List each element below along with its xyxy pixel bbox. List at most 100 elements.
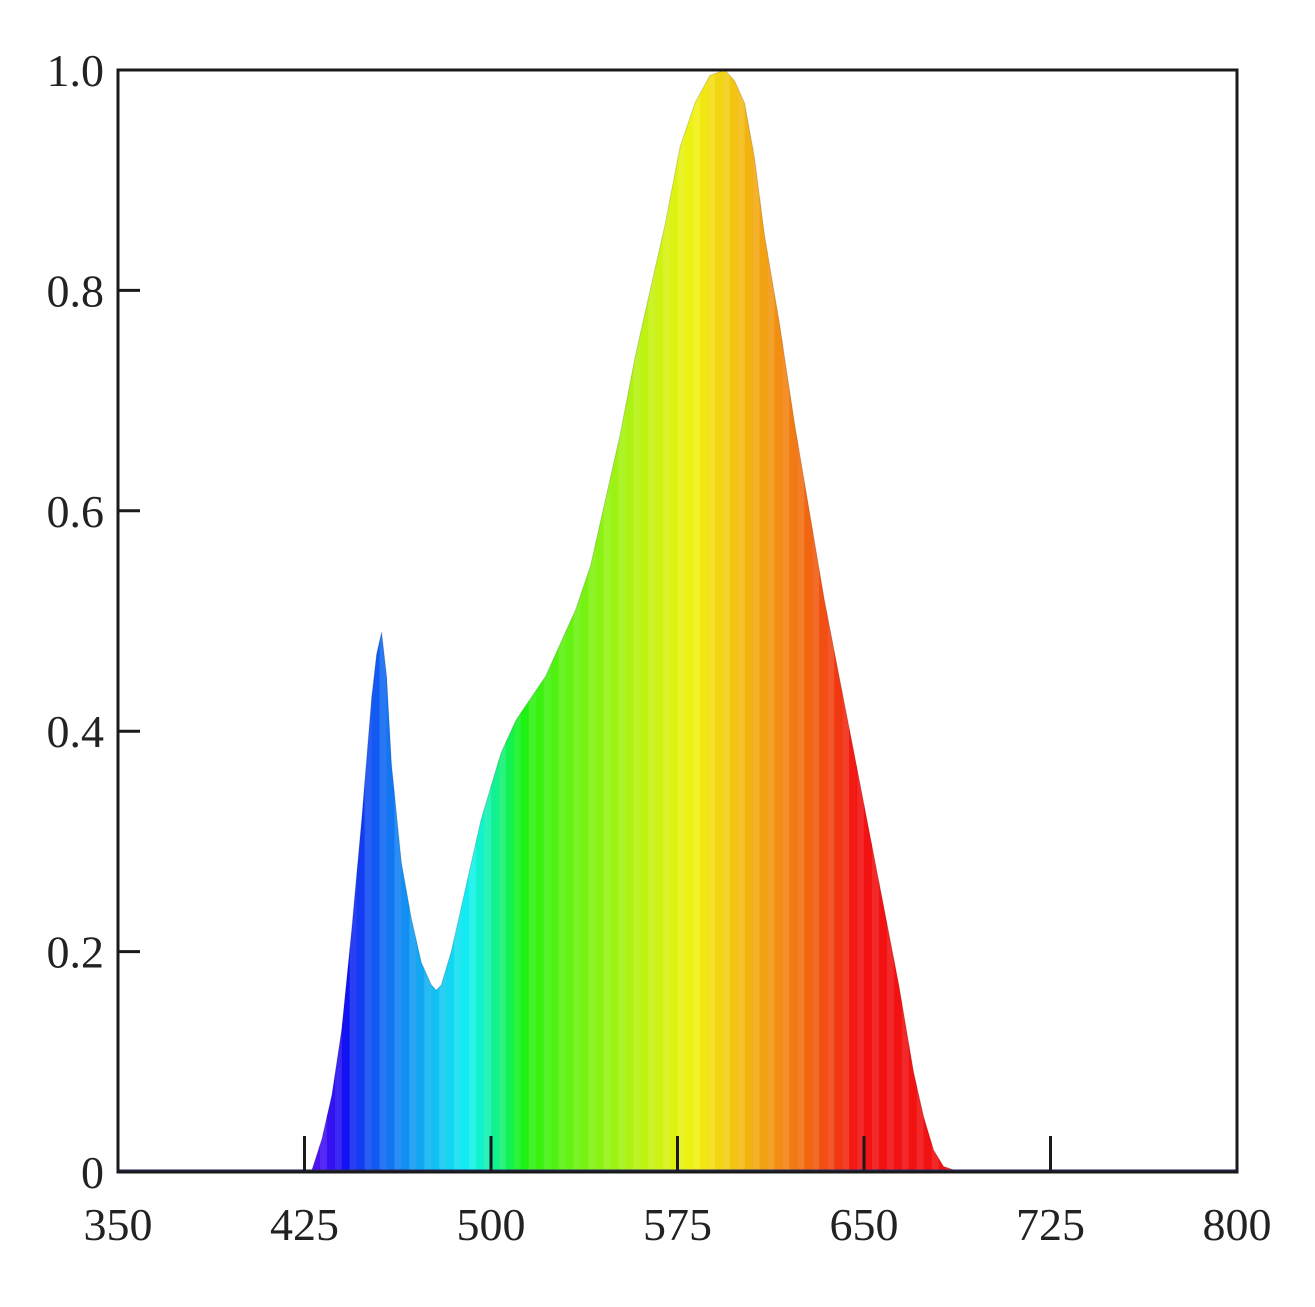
spectrum-stripe <box>1177 70 1186 1172</box>
spectrum-stripe <box>1162 70 1171 1172</box>
spectrum-stripe <box>834 70 843 1172</box>
spectrum-stripe <box>1013 70 1022 1172</box>
spectrum-stripe <box>244 70 253 1172</box>
spectrum-stripe <box>617 70 626 1172</box>
spectrum-stripe <box>170 70 179 1172</box>
x-tick-label: 425 <box>270 1199 339 1250</box>
spectrum-stripe <box>1140 70 1149 1172</box>
spectrum-stripe <box>968 70 977 1172</box>
spectrum-stripe <box>401 70 410 1172</box>
spectrum-stripe <box>931 70 940 1172</box>
spectrum-stripe <box>1117 70 1126 1172</box>
spectrum-stripe <box>207 70 216 1172</box>
y-tick-label: 0 <box>81 1147 104 1198</box>
spectrum-stripe <box>476 70 485 1172</box>
spectrum-stripe <box>826 70 835 1172</box>
spectrum-stripe <box>334 70 343 1172</box>
spectrum-stripe <box>222 70 231 1172</box>
spectrum-stripe <box>886 70 895 1172</box>
spectrum-stripe <box>341 70 350 1172</box>
y-tick-label: 0.6 <box>47 486 105 537</box>
spectrum-stripe <box>946 70 955 1172</box>
spectrum-stripe <box>595 70 604 1172</box>
spectrum-stripe <box>811 70 820 1172</box>
spectrum-stripe <box>602 70 611 1172</box>
spectrum-stripe <box>1095 70 1104 1172</box>
spectrum-stripe <box>237 70 246 1172</box>
x-tick-label: 800 <box>1203 1199 1272 1250</box>
spectrum-stripe <box>647 70 656 1172</box>
spectrum-stripe <box>960 70 970 1172</box>
spectrum-stripe <box>587 70 597 1172</box>
spectrum-stripe <box>759 70 768 1172</box>
spectrum-stripe <box>386 70 395 1172</box>
x-tick-label: 350 <box>84 1199 153 1250</box>
spectrum-stripe <box>990 70 999 1172</box>
spectrum-stripe <box>819 70 828 1172</box>
spectrum-stripe <box>356 70 365 1172</box>
spectrum-stripe <box>878 70 887 1172</box>
spectrum-stripe <box>998 70 1007 1172</box>
spectrum-stripe <box>1102 70 1111 1172</box>
spectrum-stripe <box>953 70 962 1172</box>
spectrum-stripe <box>610 70 619 1172</box>
spectrum-stripe <box>438 70 447 1172</box>
spectrum-stripe <box>267 70 276 1172</box>
spectrum-stripe <box>640 70 649 1172</box>
spectrum-stripe <box>1125 70 1134 1172</box>
spectrum-stripe <box>1072 70 1081 1172</box>
spectrum-stripe <box>699 70 708 1172</box>
spectrum-stripe <box>259 70 268 1172</box>
spectrum-stripe <box>326 70 335 1172</box>
x-tick-label: 575 <box>643 1199 712 1250</box>
spectrum-stripe <box>632 70 641 1172</box>
spectrum-stripe <box>983 70 992 1172</box>
y-tick-label: 1.0 <box>47 45 105 96</box>
spectrum-stripe <box>692 70 701 1172</box>
spectrum-stripe <box>1154 70 1163 1172</box>
spectrum-stripe <box>744 70 753 1172</box>
spectrum-stripe <box>938 70 947 1172</box>
spectrum-stripe <box>1132 70 1141 1172</box>
spectrum-stripe <box>625 70 634 1172</box>
spectrum-stripe <box>916 70 925 1172</box>
spectrum-stripe <box>1147 70 1156 1172</box>
y-tick-label: 0.8 <box>47 265 105 316</box>
spectrum-stripe <box>841 70 850 1172</box>
spectrum-stripe <box>707 70 716 1172</box>
spectrum-stripe <box>573 70 582 1172</box>
spectrum-stripe <box>1087 70 1096 1172</box>
spectrum-stripe <box>722 70 731 1172</box>
spectrum-stripe <box>528 70 537 1172</box>
spectrum-stripe <box>282 70 291 1172</box>
spectrum-stripe <box>289 70 298 1172</box>
spectrum-stripe <box>379 70 388 1172</box>
spectrum-stripe <box>408 70 417 1172</box>
x-tick-label: 650 <box>830 1199 899 1250</box>
spectrum-stripe <box>483 70 492 1172</box>
spectrum-stripe <box>453 70 462 1172</box>
spectrum-stripe <box>543 70 552 1172</box>
spectrum-stripe <box>1110 70 1119 1172</box>
spectrum-stripe <box>252 70 261 1172</box>
spectrum-stripe <box>1222 70 1231 1172</box>
spectrum-outline <box>117 69 1238 1173</box>
spectrum-stripe <box>1192 70 1201 1172</box>
spectrum-stripe <box>431 70 440 1172</box>
spectrum-stripe <box>774 70 783 1172</box>
spectrum-stripe <box>461 70 470 1172</box>
spectrum-stripe <box>192 70 201 1172</box>
spectrum-stripe <box>1020 70 1029 1172</box>
spectrum-stripe <box>1005 70 1014 1172</box>
spectrum-stripe <box>1050 70 1059 1172</box>
spectrum-stripe <box>162 70 171 1172</box>
spectrum-stripe <box>856 70 865 1172</box>
x-axis-ticks: 350 425 500 575 650 725 800 <box>84 1136 1272 1250</box>
spectrum-stripe <box>871 70 880 1172</box>
spectrum-stripe <box>423 70 432 1172</box>
spectrum-stripe <box>297 70 306 1172</box>
spectrum-stripe <box>468 70 477 1172</box>
spectrum-stripe <box>789 70 798 1172</box>
spectrum-stripe <box>147 70 156 1172</box>
spectrum-stripe <box>185 70 194 1172</box>
